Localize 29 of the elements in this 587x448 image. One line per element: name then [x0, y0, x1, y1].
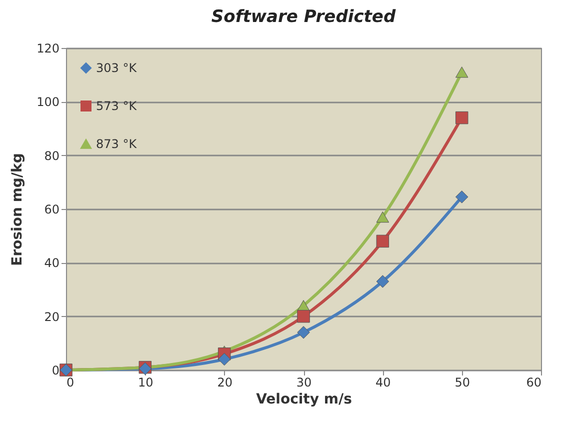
y-tick-label: 80: [44, 148, 60, 163]
legend-label: 573 °K: [96, 99, 138, 113]
x-tick-label: 30: [296, 376, 312, 390]
y-tick-label: 100: [36, 95, 60, 110]
x-tick-label: 20: [217, 376, 232, 390]
y-tick-label: 120: [36, 42, 60, 56]
y-tick-label: 0: [52, 364, 60, 378]
point: [297, 326, 310, 339]
x-axis-title: Velocity m/s: [256, 392, 352, 408]
y-tick-label: 20: [44, 310, 60, 324]
point: [376, 211, 390, 223]
point: [455, 111, 468, 124]
y-tick-label: 60: [44, 202, 60, 216]
x-tick-label: 60: [526, 376, 542, 390]
x-tick-label: 50: [454, 376, 470, 390]
x-tick-label: 40: [376, 376, 391, 390]
point: [455, 190, 468, 204]
point: [297, 310, 310, 323]
x-tick-label: 0: [66, 376, 74, 390]
y-axis-title: Erosion mg/kg: [10, 153, 26, 266]
legend-label: 303 °K: [96, 61, 138, 75]
chart-title: Software Predicted: [211, 7, 396, 27]
y-tick-label: 40: [44, 256, 60, 270]
x-tick-label: 10: [138, 376, 154, 390]
legend-label: 873 °K: [96, 137, 138, 151]
point: [376, 275, 390, 288]
point: [218, 352, 231, 366]
point: [376, 234, 390, 248]
point: [455, 66, 468, 78]
